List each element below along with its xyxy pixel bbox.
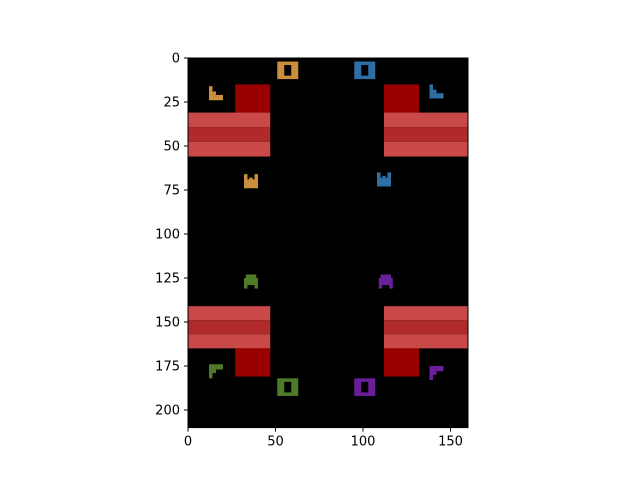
- king-purple: [354, 378, 376, 396]
- wall-block: [235, 348, 271, 377]
- wall-stripe: [384, 141, 468, 157]
- wall-block: [384, 348, 419, 377]
- wall-bottom-left: [188, 306, 271, 377]
- wall-block: [235, 84, 271, 113]
- wall-top-right: [384, 84, 468, 157]
- ship-part: [389, 285, 393, 289]
- ship-blue: [377, 172, 391, 187]
- axes-frame: [187, 57, 469, 429]
- wall-stripe: [188, 112, 271, 128]
- y-tick-label: 125: [155, 272, 180, 287]
- wall-stripe: [188, 334, 271, 349]
- ship-part: [377, 177, 391, 187]
- y-tick-label: 25: [163, 96, 180, 111]
- x-tick-label: 0: [184, 435, 192, 450]
- y-tick-label: 175: [155, 360, 180, 375]
- king-blue: [354, 61, 376, 80]
- y-tick-label: 150: [155, 316, 180, 331]
- shield-part: [209, 86, 213, 101]
- king-hole: [284, 381, 292, 393]
- y-tick-label: 50: [163, 140, 180, 155]
- shield-part: [433, 366, 444, 372]
- shield-blue: [429, 84, 444, 99]
- shield-part: [212, 369, 216, 374]
- plot-axes: 0 50 100 150 0 25 50 75 100 125 150 175 200: [155, 52, 469, 450]
- wall-stripe: [384, 306, 468, 321]
- x-tick-label: 150: [438, 435, 463, 450]
- king-green: [277, 378, 299, 396]
- ship-part: [244, 285, 248, 289]
- ship-orange: [244, 174, 258, 189]
- wall-stripe: [384, 320, 468, 335]
- shield-part: [433, 89, 437, 94]
- king-hole: [361, 65, 369, 76]
- wall-stripe: [188, 141, 271, 157]
- wall-stripe: [188, 306, 271, 321]
- shield-part: [212, 91, 216, 95]
- x-tick-label: 50: [267, 435, 284, 450]
- ship-part: [244, 278, 258, 286]
- king-hole: [361, 381, 369, 393]
- ship-part: [380, 274, 391, 280]
- shield-orange: [209, 86, 223, 101]
- shield-part: [433, 371, 437, 375]
- shield-part: [212, 94, 223, 101]
- king-orange: [277, 61, 299, 80]
- shield-part: [209, 364, 213, 379]
- ship-part: [244, 179, 258, 189]
- y-tick-label: 100: [155, 228, 180, 243]
- wall-block: [384, 84, 419, 113]
- y-tick-label: 200: [155, 404, 180, 419]
- ship-part: [245, 274, 257, 280]
- wall-bottom-right: [384, 306, 468, 377]
- shield-part: [433, 93, 444, 99]
- wall-stripe: [188, 320, 271, 335]
- wall-stripe: [384, 334, 468, 349]
- ship-purple: [378, 274, 393, 289]
- shield-purple: [429, 366, 444, 381]
- y-tick-label: 75: [163, 184, 180, 199]
- ship-part: [254, 285, 258, 289]
- shield-part: [429, 84, 433, 99]
- wall-stripe: [188, 127, 271, 142]
- x-tick-label: 100: [351, 435, 376, 450]
- ship-green: [244, 274, 258, 289]
- shield-green: [209, 364, 223, 379]
- king-hole: [284, 65, 292, 76]
- wall-top-left: [188, 84, 271, 157]
- shield-part: [212, 364, 223, 370]
- ship-part: [378, 278, 393, 286]
- ship-part: [378, 285, 383, 289]
- wall-stripe: [384, 112, 468, 128]
- wall-stripe: [384, 127, 468, 142]
- y-tick-label: 0: [172, 52, 180, 67]
- shield-part: [429, 366, 433, 381]
- ship-part: [382, 175, 386, 180]
- game-screen: [188, 58, 468, 428]
- ship-part: [249, 177, 253, 182]
